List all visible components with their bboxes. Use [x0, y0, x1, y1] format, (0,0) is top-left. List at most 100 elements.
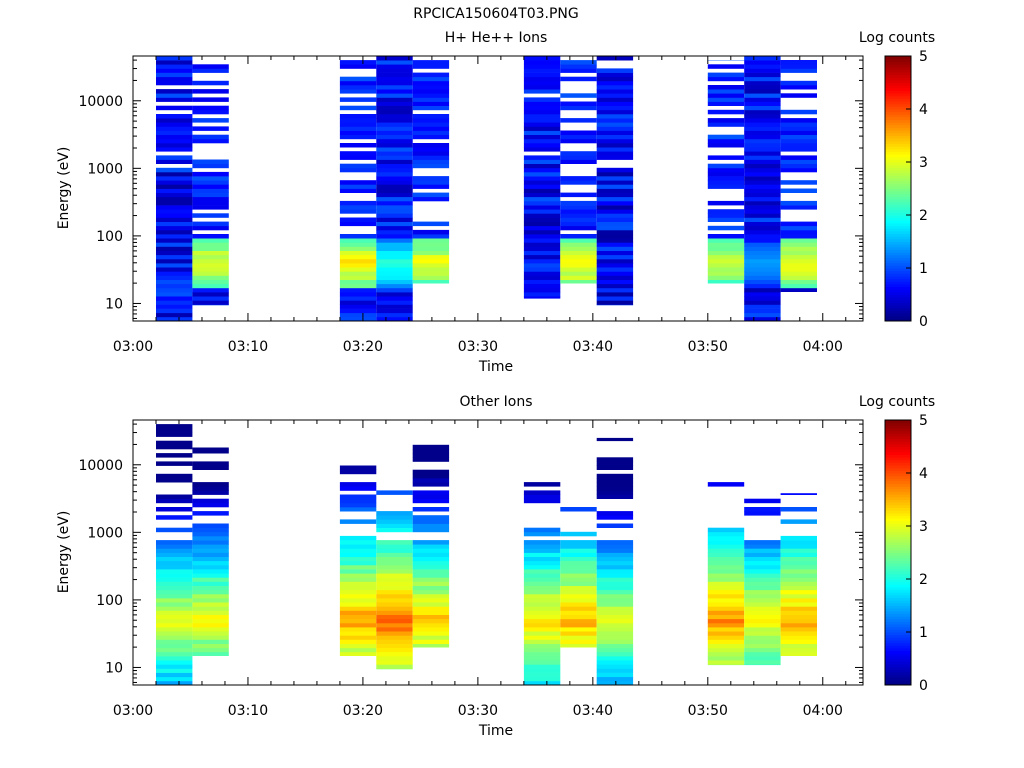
spectrogram-cell	[744, 109, 781, 115]
spectrogram-cell	[412, 490, 450, 495]
colorbar-step	[885, 124, 911, 129]
spectrogram-cell	[156, 147, 193, 152]
spectrogram-cell	[707, 134, 745, 140]
spectrogram-cell	[192, 242, 229, 247]
spectrogram-cell	[376, 627, 413, 632]
spectrogram-cell	[560, 93, 597, 98]
spectrogram-cell	[596, 151, 634, 156]
spectrogram-cell	[780, 540, 817, 545]
spectrogram-cell	[707, 606, 745, 611]
spectrogram-cell	[156, 614, 193, 620]
spectrogram-cell	[780, 200, 817, 206]
spectrogram-cell	[744, 560, 781, 566]
spectrogram-cell	[560, 258, 597, 264]
spectrogram-cell	[780, 544, 817, 549]
spectrogram-cell	[412, 614, 450, 620]
spectrogram-cell	[780, 167, 817, 173]
spectrogram-cell	[412, 105, 450, 111]
colorbar-step	[885, 613, 911, 617]
spectrogram-cell	[339, 502, 377, 508]
spectrogram-cell	[412, 130, 450, 135]
spectrogram-cell	[192, 238, 229, 243]
spectrogram-cell	[780, 627, 817, 632]
spectrogram-cell	[412, 573, 450, 578]
x-tick-label: 03:30	[458, 703, 498, 719]
spectrogram-cell	[523, 573, 561, 578]
spectrogram-cell	[412, 610, 450, 615]
colorbar-step	[885, 420, 911, 424]
colorbar-tick-label: 3	[919, 155, 928, 171]
spectrogram-cell	[412, 556, 450, 562]
spectrogram-cell	[596, 292, 634, 297]
spectrogram-cell	[156, 89, 193, 94]
spectrogram-cell	[596, 593, 634, 599]
colorbar-step	[885, 233, 911, 237]
colorbar-step	[885, 71, 911, 76]
spectrogram-cell	[156, 444, 193, 450]
spectrogram-cell	[156, 627, 193, 632]
y-axis-label: Energy (eV)	[56, 511, 72, 594]
spectrogram-cell	[156, 304, 193, 309]
spectrogram-cell	[376, 114, 413, 119]
spectrogram-cell	[192, 258, 229, 264]
colorbar-step	[885, 180, 911, 184]
spectrogram-cell	[523, 577, 561, 582]
spectrogram-cell	[412, 159, 450, 164]
spectrogram-cell	[339, 535, 377, 541]
spectrogram-cell	[596, 147, 634, 152]
spectrogram-cell	[412, 507, 450, 512]
colorbar-step	[885, 252, 911, 256]
spectrogram-cell	[596, 271, 634, 276]
spectrogram-cell	[192, 287, 229, 293]
colorbar-step	[885, 69, 911, 73]
spectrogram-cell	[596, 585, 634, 591]
spectrogram-cell	[376, 647, 413, 653]
spectrogram-cell	[780, 631, 817, 636]
spectrogram-cell	[744, 598, 781, 603]
spectrogram-cell	[596, 188, 634, 193]
spectrogram-cell	[192, 535, 229, 541]
spectrogram-cell	[156, 93, 193, 98]
colorbar-step	[885, 177, 911, 182]
spectrogram-cell	[523, 279, 561, 285]
spectrogram-cell	[376, 155, 413, 160]
spectrogram-cell	[560, 200, 597, 206]
spectrogram-cell	[596, 664, 634, 669]
spectrogram-cell	[376, 192, 413, 198]
spectrogram-cell	[339, 134, 377, 140]
spectrogram-cell	[744, 167, 781, 173]
spectrogram-cell	[523, 76, 561, 82]
colorbar-step	[885, 621, 911, 625]
spectrogram-cell	[744, 279, 781, 285]
spectrogram-cell	[376, 275, 413, 280]
spectrogram-cell	[744, 540, 781, 545]
spectrogram-cell	[412, 147, 450, 152]
spectrogram-cell	[523, 651, 561, 657]
spectrogram-cell	[339, 651, 377, 656]
spectrogram-cell	[744, 97, 781, 102]
spectrogram-cell	[523, 126, 561, 131]
spectrogram-cell	[339, 564, 377, 570]
spectrogram-cell	[156, 540, 193, 545]
spectrogram-cell	[707, 581, 745, 586]
spectrogram-cell	[376, 622, 413, 628]
spectrogram-cell	[156, 577, 193, 582]
spectrogram-cell	[192, 589, 229, 595]
spectrogram-cell	[339, 540, 377, 545]
spectrogram-cell	[744, 287, 781, 293]
colorbar-step	[885, 594, 911, 599]
colorbar-step	[885, 307, 911, 311]
spectrogram-cell	[523, 639, 561, 644]
spectrogram-cell	[156, 296, 193, 301]
colorbar-tick-label: 3	[919, 519, 928, 535]
spectrogram-cell	[744, 589, 781, 595]
spectrogram-cell	[596, 676, 634, 682]
spectrogram-cell	[412, 184, 450, 189]
spectrogram-cell	[596, 564, 634, 570]
spectrogram-cell	[412, 627, 450, 632]
spectrogram-cell	[744, 80, 781, 86]
spectrogram-cell	[596, 556, 634, 562]
spectrogram-cell	[192, 109, 229, 115]
spectrogram-cell	[744, 64, 781, 69]
colorbar-step	[885, 262, 911, 266]
